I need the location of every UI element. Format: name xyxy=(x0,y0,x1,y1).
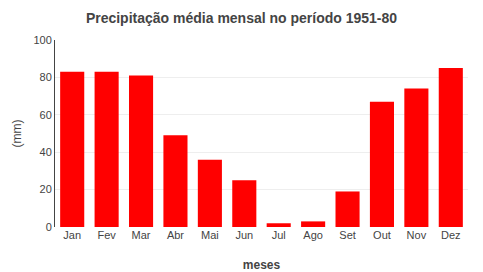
svg-text:Mar: Mar xyxy=(132,229,151,241)
svg-text:20: 20 xyxy=(40,183,52,195)
svg-text:(mm): (mm) xyxy=(10,120,24,148)
svg-text:meses: meses xyxy=(243,258,281,272)
svg-text:Ago: Ago xyxy=(303,229,323,241)
svg-text:Mai: Mai xyxy=(201,229,219,241)
svg-text:Jan: Jan xyxy=(63,229,81,241)
svg-text:100: 100 xyxy=(33,34,51,46)
svg-text:Abr: Abr xyxy=(167,229,184,241)
svg-text:Set: Set xyxy=(339,229,356,241)
svg-text:60: 60 xyxy=(40,109,52,121)
svg-text:80: 80 xyxy=(40,71,52,83)
svg-text:Jul: Jul xyxy=(272,229,286,241)
svg-text:0: 0 xyxy=(46,221,52,233)
svg-text:Nov: Nov xyxy=(407,229,427,241)
svg-text:Out: Out xyxy=(373,229,391,241)
svg-text:Jun: Jun xyxy=(235,229,253,241)
svg-text:Precipitação média mensal no p: Precipitação média mensal no período 195… xyxy=(86,10,397,26)
svg-text:Dez: Dez xyxy=(441,229,461,241)
svg-text:40: 40 xyxy=(40,146,52,158)
svg-text:Fev: Fev xyxy=(97,229,116,241)
